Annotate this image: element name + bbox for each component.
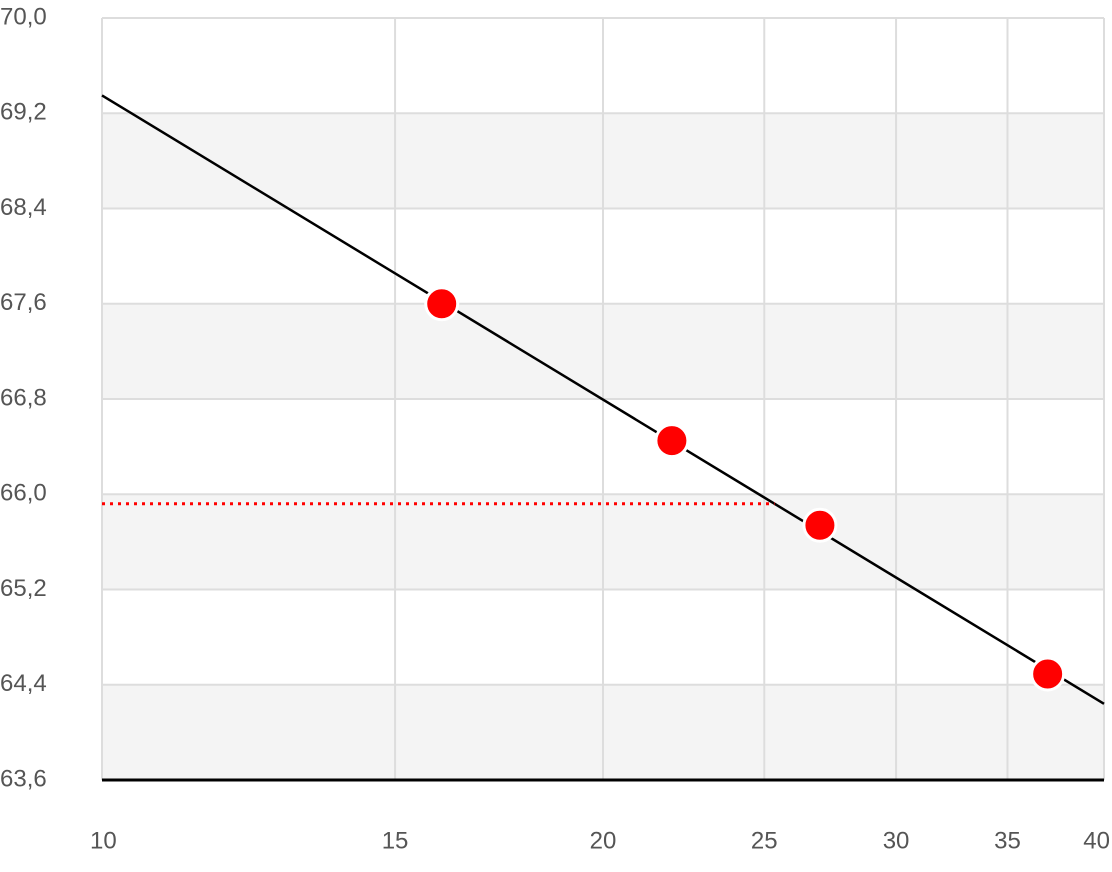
point [424, 286, 460, 322]
y-tick-label: 70,0 [0, 3, 47, 30]
y-tick-label: 67,6 [0, 289, 47, 316]
point [802, 507, 838, 543]
y-tick-label: 68,4 [0, 194, 47, 221]
y-tick-label: 66,0 [0, 480, 47, 507]
y-tick-label: 66,8 [0, 384, 47, 411]
x-tick-label: 15 [382, 827, 409, 854]
y-tick-label: 64,4 [0, 670, 47, 697]
x-tick-label: 10 [90, 827, 117, 854]
trend-line [101, 94, 1105, 705]
y-tick-label: 65,2 [0, 575, 47, 602]
x-tick-label: 20 [590, 827, 617, 854]
point [1030, 656, 1066, 692]
point [654, 423, 690, 459]
x-tick-label: 25 [751, 827, 778, 854]
y-tick-label: 69,2 [0, 99, 47, 126]
y-tick-label: 63,6 [0, 765, 47, 792]
x-tick-label: 30 [883, 827, 910, 854]
x-tick-label: 40 [1083, 827, 1110, 854]
x-tick-label: 35 [994, 827, 1021, 854]
